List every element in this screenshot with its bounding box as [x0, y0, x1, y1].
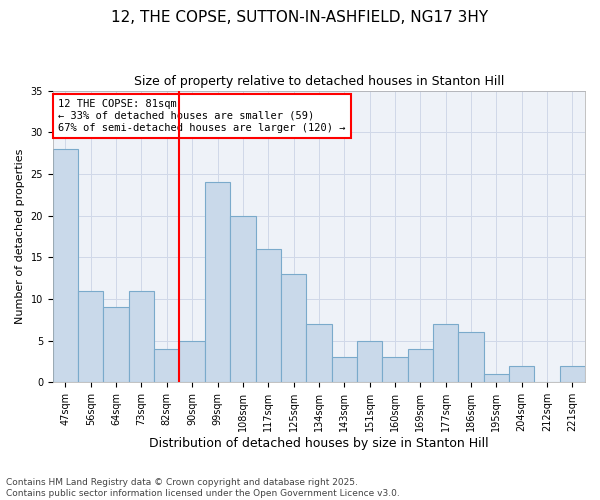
Bar [103, 308, 129, 382]
X-axis label: Distribution of detached houses by size in Stanton Hill: Distribution of detached houses by size … [149, 437, 489, 450]
Bar [332, 358, 357, 382]
Text: 12 THE COPSE: 81sqm
← 33% of detached houses are smaller (59)
67% of semi-detach: 12 THE COPSE: 81sqm ← 33% of detached ho… [58, 100, 346, 132]
Bar [230, 216, 256, 382]
Bar [129, 290, 154, 382]
Bar [78, 290, 103, 382]
Bar [306, 324, 332, 382]
Bar [205, 182, 230, 382]
Y-axis label: Number of detached properties: Number of detached properties [15, 149, 25, 324]
Bar [179, 340, 205, 382]
Bar [560, 366, 585, 382]
Bar [281, 274, 306, 382]
Bar [382, 358, 407, 382]
Text: 12, THE COPSE, SUTTON-IN-ASHFIELD, NG17 3HY: 12, THE COPSE, SUTTON-IN-ASHFIELD, NG17 … [112, 10, 488, 25]
Bar [407, 349, 433, 382]
Bar [256, 249, 281, 382]
Text: Contains HM Land Registry data © Crown copyright and database right 2025.
Contai: Contains HM Land Registry data © Crown c… [6, 478, 400, 498]
Title: Size of property relative to detached houses in Stanton Hill: Size of property relative to detached ho… [134, 75, 504, 88]
Bar [484, 374, 509, 382]
Bar [53, 149, 78, 382]
Bar [458, 332, 484, 382]
Bar [433, 324, 458, 382]
Bar [154, 349, 179, 382]
Bar [357, 340, 382, 382]
Bar [509, 366, 535, 382]
